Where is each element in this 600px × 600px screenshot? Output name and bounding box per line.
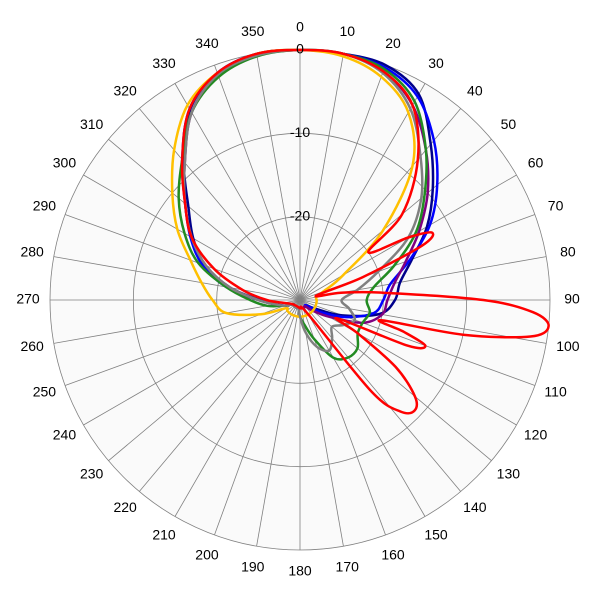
angle-label: 110 bbox=[544, 384, 567, 400]
spoke bbox=[108, 299, 301, 462]
angle-label: 300 bbox=[53, 155, 77, 171]
angle-label: 280 bbox=[20, 243, 44, 259]
spoke bbox=[299, 138, 492, 301]
angle-label: 220 bbox=[113, 499, 137, 515]
spoke bbox=[214, 64, 301, 301]
angle-label: 100 bbox=[556, 338, 580, 354]
spoke bbox=[53, 256, 301, 301]
angle-label: 140 bbox=[463, 499, 487, 515]
angle-label: 290 bbox=[33, 198, 57, 214]
spoke bbox=[53, 299, 301, 344]
angle-label: 70 bbox=[548, 198, 564, 214]
spoke bbox=[138, 108, 301, 301]
spoke bbox=[299, 299, 547, 344]
spoke bbox=[256, 53, 301, 301]
angle-label: 210 bbox=[152, 526, 176, 542]
spoke bbox=[299, 53, 344, 301]
spoke bbox=[299, 299, 344, 547]
angle-label: 40 bbox=[467, 82, 483, 98]
angle-label: 350 bbox=[241, 23, 265, 39]
angle-label: 30 bbox=[428, 55, 444, 71]
spoke bbox=[299, 299, 462, 492]
angle-label: 230 bbox=[80, 466, 104, 482]
spoke bbox=[299, 83, 426, 301]
spoke bbox=[83, 299, 301, 426]
spoke bbox=[174, 83, 301, 301]
spoke bbox=[138, 299, 301, 492]
angle-label: 240 bbox=[53, 427, 77, 443]
angle-label: 180 bbox=[288, 563, 312, 579]
spoke bbox=[256, 299, 301, 547]
spoke bbox=[299, 299, 426, 517]
spoke bbox=[174, 299, 301, 517]
angle-label: 120 bbox=[524, 427, 548, 443]
angle-label: 330 bbox=[152, 55, 176, 71]
radial-label: -10 bbox=[290, 124, 310, 140]
spoke bbox=[108, 138, 301, 301]
angle-label: 10 bbox=[339, 23, 355, 39]
angle-label: 340 bbox=[195, 35, 219, 51]
radial-label: -20 bbox=[290, 207, 310, 223]
angle-label: 130 bbox=[497, 466, 521, 482]
angle-label: 320 bbox=[113, 82, 137, 98]
angle-label: 310 bbox=[80, 116, 104, 132]
radial-label: 0 bbox=[296, 41, 304, 57]
angle-label: 80 bbox=[560, 243, 576, 259]
spoke bbox=[64, 214, 301, 301]
angle-label: 190 bbox=[241, 559, 265, 575]
angle-label: 0 bbox=[296, 19, 304, 35]
angle-label: 200 bbox=[195, 546, 219, 562]
pattern-line bbox=[180, 48, 550, 415]
angle-label: 250 bbox=[33, 384, 57, 400]
angle-label: 50 bbox=[501, 116, 517, 132]
angle-label: 20 bbox=[385, 35, 401, 51]
angle-label: 170 bbox=[336, 559, 360, 575]
angle-label: 150 bbox=[424, 526, 448, 542]
spoke bbox=[214, 299, 301, 536]
angle-label: 60 bbox=[528, 155, 544, 171]
spoke bbox=[299, 299, 517, 426]
angle-label: 90 bbox=[564, 291, 580, 307]
spoke bbox=[299, 64, 386, 301]
angle-label: 270 bbox=[16, 291, 40, 307]
grid-circle bbox=[132, 132, 468, 468]
angle-label: 160 bbox=[381, 546, 405, 562]
angle-label: 260 bbox=[20, 338, 44, 354]
